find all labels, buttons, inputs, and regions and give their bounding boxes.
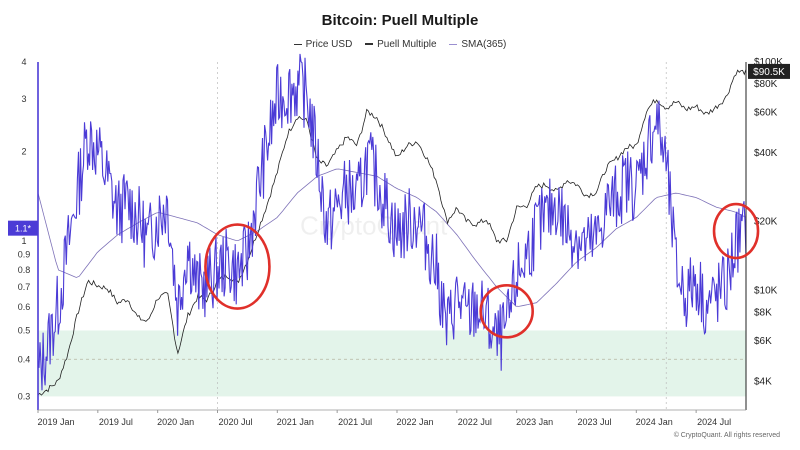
legend-entry-price[interactable]: Price USD [293,39,353,50]
y-left-tick-label: 0.6 [18,302,31,312]
x-tick-label: 2021 Jul [338,417,372,427]
y-left-tick-label: 0.3 [18,391,31,401]
y-right-tick-label: $8K [754,308,772,319]
y-right-tick-label: $60K [754,108,778,119]
y-left-tick-label: 3 [21,94,26,104]
legend-label-puell: Puell Multiple [377,39,437,50]
legend-entry-sma[interactable]: SMA(365) [449,39,506,50]
y-right-tick-label: $6K [754,336,772,347]
y-right-tick-label: $40K [754,148,778,159]
x-tick-label: 2024 Jul [697,417,731,427]
x-tick-label: 2019 Jan [37,417,74,427]
copyright-credit: © CryptoQuant. All rights reserved [673,432,780,439]
y-right-tick-label: $10K [754,286,778,297]
legend-entry-puell[interactable]: Puell Multiple [365,39,437,50]
highlight-circle-3 [712,202,760,260]
y-left-tick-label: 0.8 [18,265,31,275]
x-tick-label: 2021 Jan [277,417,314,427]
y-right-tick-label: $100K [754,57,783,68]
chart-title: Bitcoin: Puell Multiple [321,12,479,29]
legend: Price USD Puell Multiple SMA(365) [0,39,800,50]
legend-swatch-sma [449,43,458,45]
y-left-tick-label: 0.9 [18,250,31,260]
y-right-tick-label: $80K [754,79,778,90]
y-left-tick-label: 1 [21,236,26,246]
highlight-circle-1 [204,223,271,310]
current-puell-badge [8,220,38,236]
y-right-tick-label: $4K [754,376,772,387]
x-tick-label: 2019 Jul [99,417,133,427]
x-tick-label: 2022 Jul [458,417,492,427]
price-usd-line [37,68,747,396]
x-tick-label: 2020 Jul [218,417,252,427]
highlight-circle-2 [479,283,534,339]
x-tick-label: 2023 Jul [577,417,611,427]
y-left-tick-label: 0.7 [18,282,31,292]
y-left-tick-label: 0.4 [18,354,31,364]
y-right-tick-label: $20K [754,217,778,228]
x-tick-label: 2022 Jan [396,417,433,427]
current-price-badge-text: $90.5K [753,67,785,78]
current-price-badge [748,63,790,79]
y-left-tick-label: 0.5 [18,325,31,335]
legend-swatch-puell [365,43,374,46]
x-tick-label: 2020 Jan [157,417,194,427]
y-left-tick-label: 2 [21,146,26,156]
current-puell-badge-text: 1.1* [15,224,32,234]
puell-multiple-line [37,53,747,391]
x-tick-label: 2023 Jan [516,417,553,427]
low-zone-band [38,330,746,397]
x-tick-label: 2024 Jan [636,417,673,427]
legend-swatch-price [293,43,302,45]
legend-label-sma: SMA(365) [461,39,507,50]
sma-365-line [37,168,747,307]
y-left-tick-label: 4 [21,57,26,67]
legend-label-price: Price USD [305,39,353,50]
